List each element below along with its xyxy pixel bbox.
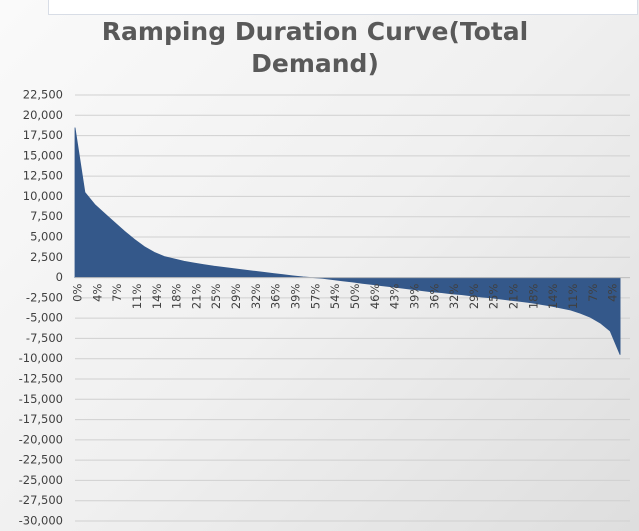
x-tick-label: 29% bbox=[467, 284, 481, 310]
x-tick-label: 29% bbox=[229, 284, 243, 310]
x-tick-label: 36% bbox=[269, 284, 283, 310]
x-tick-label: 0% bbox=[71, 284, 85, 302]
y-tick-label: 0 bbox=[56, 270, 63, 284]
x-tick-label: 25% bbox=[209, 284, 223, 310]
y-tick-label: 22,500 bbox=[23, 88, 63, 102]
x-tick-label: 14% bbox=[150, 284, 164, 310]
x-tick-label: 39% bbox=[289, 284, 303, 310]
x-tick-label: 43% bbox=[388, 284, 402, 310]
y-tick-label: -2,500 bbox=[26, 290, 63, 304]
x-tick-label: 57% bbox=[308, 284, 322, 310]
y-tick-label: -22,500 bbox=[19, 453, 63, 467]
x-tick-label: 36% bbox=[427, 284, 441, 310]
y-tick-label: 10,000 bbox=[23, 189, 63, 203]
y-tick-label: -15,000 bbox=[19, 392, 63, 406]
y-tick-label: -10,000 bbox=[19, 351, 63, 365]
y-tick-label: 20,000 bbox=[23, 108, 63, 122]
x-tick-label: 32% bbox=[447, 284, 461, 310]
x-tick-label: 11% bbox=[566, 284, 580, 310]
y-tick-label: -12,500 bbox=[19, 372, 63, 386]
x-tick-label: 50% bbox=[348, 284, 362, 310]
x-tick-label: 46% bbox=[368, 284, 382, 310]
y-tick-label: -7,500 bbox=[26, 331, 63, 345]
y-tick-label: 2,500 bbox=[30, 250, 63, 264]
x-tick-label: 21% bbox=[189, 284, 203, 310]
x-tick-label: 14% bbox=[546, 284, 560, 310]
y-tick-label: -30,000 bbox=[19, 514, 63, 528]
chart-title: Ramping Duration Curve(Total Demand) bbox=[101, 17, 529, 78]
x-tick-label: 39% bbox=[407, 284, 421, 310]
x-tick-label: 21% bbox=[507, 284, 521, 310]
top-box bbox=[48, 0, 638, 15]
y-tick-label: -25,000 bbox=[19, 473, 63, 487]
x-tick-label: 7% bbox=[110, 284, 124, 302]
x-tick-label: 32% bbox=[249, 284, 263, 310]
y-tick-label: 17,500 bbox=[23, 128, 63, 142]
y-tick-label: -27,500 bbox=[19, 493, 63, 507]
x-tick-label: 11% bbox=[130, 284, 144, 310]
x-tick-label: 4% bbox=[90, 284, 104, 302]
y-tick-label: 7,500 bbox=[30, 209, 63, 223]
x-tick-label: 54% bbox=[328, 284, 342, 310]
y-tick-label: -20,000 bbox=[19, 432, 63, 446]
x-tick-label: 18% bbox=[170, 284, 184, 310]
area bbox=[74, 127, 621, 355]
y-tick-label: -5,000 bbox=[26, 311, 63, 325]
y-tick-label: 15,000 bbox=[23, 148, 63, 162]
x-tick-label: 18% bbox=[526, 284, 540, 310]
y-tick-label: -17,500 bbox=[19, 412, 63, 426]
x-tick-label: 25% bbox=[487, 284, 501, 310]
x-tick-label: 7% bbox=[586, 284, 600, 302]
y-tick-label: 5,000 bbox=[30, 230, 63, 244]
y-tick-label: 12,500 bbox=[23, 169, 63, 183]
x-tick-label: 4% bbox=[606, 284, 620, 302]
